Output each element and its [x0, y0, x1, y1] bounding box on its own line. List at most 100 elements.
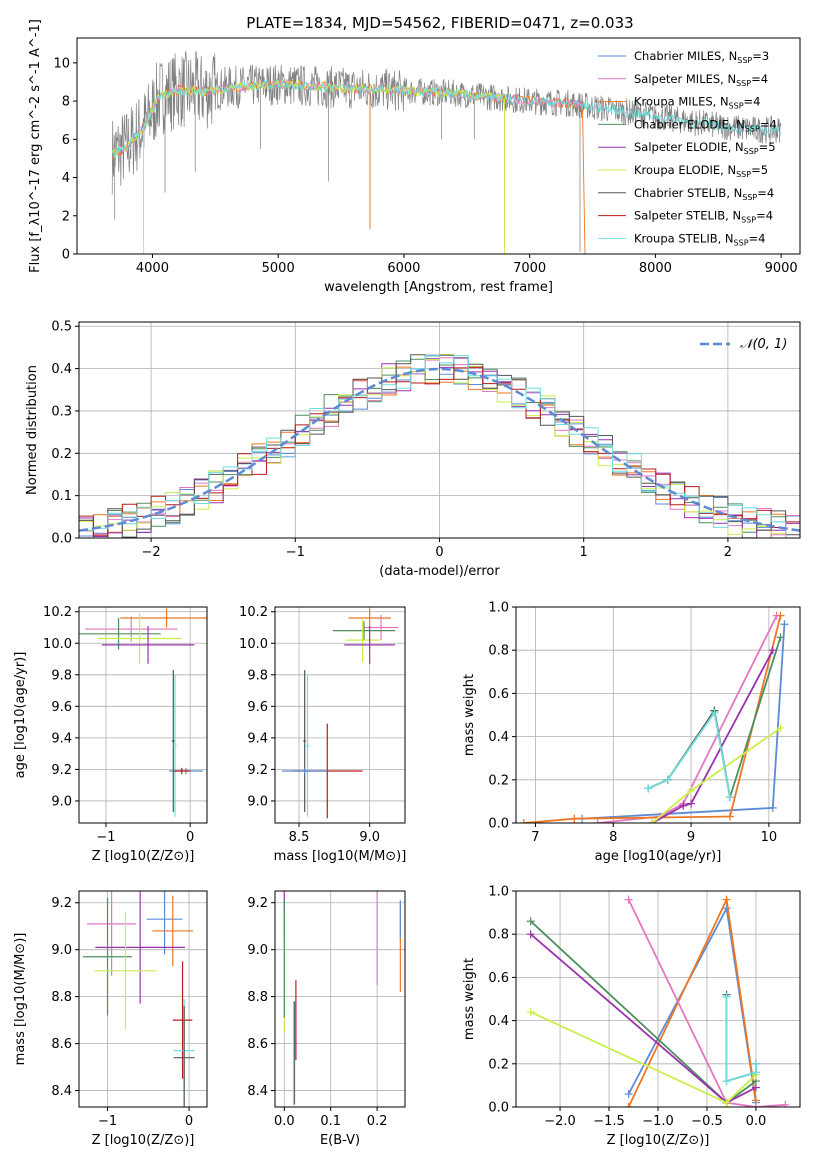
x-tick-label: 1: [580, 545, 588, 560]
y-tick-label: 9.0: [51, 943, 72, 958]
y-tick-label: 9.4: [51, 731, 72, 746]
series-marker: [679, 801, 688, 810]
series-marker: [776, 723, 785, 732]
spectrum-legend: Chabrier MILES, NSSP=3 Salpeter MILES, NS…: [598, 49, 777, 247]
plot-area: [283, 891, 401, 1105]
legend-entry-label: Salpeter MILES, NSSP=4: [634, 72, 768, 88]
y-tick-label: 8: [62, 95, 70, 110]
y-tick-label: 9.8: [247, 668, 268, 683]
plot-area: [79, 354, 800, 538]
x-tick-label: 8000: [639, 261, 672, 276]
series-marker: [624, 1103, 633, 1107]
x-axis-label: mass [log10(M/M⊙)]: [274, 849, 407, 864]
plot-layer: 4000 5000 6000 7000 8000 90000246810wavelengt…: [13, 19, 801, 1148]
normal-curve: [79, 367, 800, 532]
y-tick-label: 9.2: [247, 763, 268, 778]
axes-massweight_vs_age: 7 8 9 10 0.0 0.2 0.4 0.6 0.8 1.0 age [log10(age/yr…: [462, 601, 801, 864]
series-marker: [725, 793, 734, 802]
x-tick-label: 2: [724, 545, 732, 560]
y-tick-label: 8.8: [247, 990, 268, 1005]
y-axis-label: mass weight: [462, 674, 477, 756]
y-axis-label: Normed distribution: [25, 365, 40, 495]
y-tick-label: 0.8: [488, 644, 509, 659]
series-marker: [526, 1007, 535, 1016]
x-axis-label: age [log10(age/yr)]: [595, 849, 722, 864]
legend-entry-label: Kroupa ELODIE, NSSP=5: [634, 163, 768, 179]
y-tick-label: 0.8: [488, 928, 509, 943]
axes-frame: [78, 606, 208, 824]
x-axis-label: wavelength [Angstrom, rest frame]: [324, 280, 553, 295]
x-tick-label: 0: [186, 830, 194, 845]
y-tick-label: 6: [62, 133, 70, 148]
x-tick-label: −2.0: [544, 1114, 576, 1129]
y-tick-label: 9.8: [51, 668, 72, 683]
series-marker: [751, 1059, 760, 1068]
series-line: [523, 615, 782, 823]
x-tick-label: −1: [98, 1114, 117, 1129]
series-marker: [722, 895, 731, 904]
axes-age_vs_z: −1 0 9.0 9.2 9.4 9.6 9.8 10.0 10.2 Z [log10(Z/Z⊙)…: [13, 605, 208, 864]
y-tick-label: 0.0: [488, 817, 509, 832]
y-tick-label: 9.2: [51, 763, 72, 778]
y-tick-label: 9.0: [51, 794, 72, 809]
series-line: [647, 710, 731, 798]
series-marker: [648, 819, 657, 823]
plot-area: [526, 895, 790, 1107]
series-line: [597, 615, 778, 823]
y-axis-label: age [log10(age/yr)]: [13, 652, 28, 779]
x-axis-label: E(B-V): [320, 1133, 360, 1148]
axes-frame: [76, 37, 801, 255]
x-tick-label: −1.5: [593, 1114, 625, 1129]
legend-entry-label: Chabrier MILES, NSSP=3: [634, 49, 769, 65]
y-tick-label: 9.0: [247, 794, 268, 809]
series-marker: [768, 803, 777, 812]
series-marker: [570, 814, 579, 823]
series-marker: [776, 633, 785, 642]
series-marker: [722, 1077, 731, 1086]
axes-mass_vs_ebv: 0.0 0.1 0.2 8.4 8.6 8.8 9.0 9.2 E(B-V): [247, 890, 406, 1148]
x-axis-label: (data-model)/error: [379, 564, 500, 579]
x-tick-label: 0: [435, 545, 443, 560]
plot-area: [79, 608, 207, 817]
y-tick-label: 1.0: [488, 601, 509, 616]
axes-frame: [274, 606, 406, 824]
plot-area: [83, 891, 195, 1107]
x-axis-label: Z [log10(Z/Z⊙)]: [607, 1133, 710, 1148]
series-marker: [751, 1083, 760, 1092]
plot-area: [111, 50, 782, 254]
x-tick-label: −1: [96, 830, 115, 845]
x-tick-label: 9: [687, 830, 695, 845]
y-tick-label: 8.4: [51, 1084, 72, 1099]
x-tick-label: −2: [142, 545, 161, 560]
y-tick-label: 8.6: [51, 1037, 72, 1052]
spectrum-model-line: [111, 79, 782, 159]
y-tick-label: 9.6: [51, 700, 72, 715]
series-marker: [722, 904, 731, 913]
legend-entry-label: Kroupa MILES, NSSP=4: [634, 95, 760, 111]
y-tick-label: 9.2: [51, 896, 72, 911]
y-tick-label: 0.2: [488, 773, 509, 788]
x-tick-label: 0.0: [274, 1114, 295, 1129]
series-line: [627, 899, 786, 1107]
y-tick-label: 0.0: [51, 532, 72, 547]
y-tick-label: 0.1: [51, 489, 72, 504]
axes-spectrum: 4000 5000 6000 7000 8000 9000 0 2 4 6 8 10 wavelengt…: [28, 19, 801, 295]
y-tick-label: 0.4: [488, 1014, 509, 1029]
plot-area: [519, 611, 789, 823]
x-axis-label: Z [log10(Z/Z⊙)]: [92, 1133, 195, 1148]
y-tick-label: 10: [53, 56, 70, 71]
series-marker: [710, 708, 719, 717]
series-marker: [751, 1103, 760, 1107]
series-marker: [519, 819, 528, 823]
x-tick-label: 0.1: [320, 1114, 341, 1129]
y-tick-label: 9.2: [247, 896, 268, 911]
series-marker: [751, 1068, 760, 1077]
series-marker: [593, 819, 602, 823]
y-axis-label: Flux [f_λ10^-17 erg cm^-2 s^-1 A^-1]: [28, 19, 43, 273]
series-marker: [644, 784, 653, 793]
y-tick-label: 9.0: [247, 943, 268, 958]
y-axis-label: mass weight: [462, 958, 477, 1040]
y-tick-label: 0: [62, 248, 70, 263]
x-tick-label: 7000: [513, 261, 546, 276]
y-axis-label: mass [log10(M/M⊙)]: [13, 933, 28, 1066]
